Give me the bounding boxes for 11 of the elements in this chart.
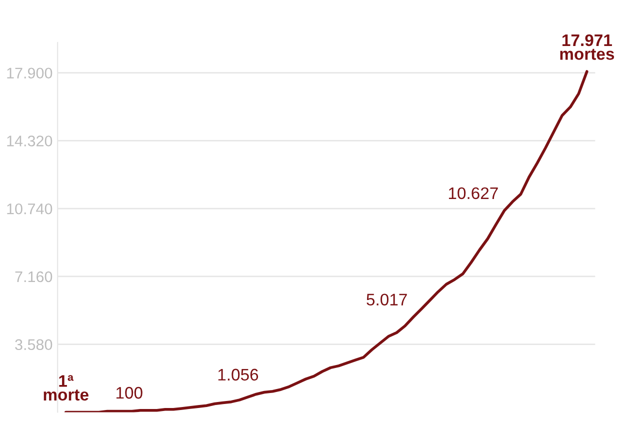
y-tick-label: 14.320 xyxy=(7,136,52,146)
data-label: 10.627 xyxy=(448,187,498,200)
y-tick-label: 17.900 xyxy=(7,68,52,79)
data-label: 5.017 xyxy=(366,294,407,306)
data-label: 1.056 xyxy=(218,368,258,381)
y-tick-label: 10.740 xyxy=(7,203,52,214)
data-label: 1ª morte xyxy=(44,375,88,401)
y-tick-label: 7.160 xyxy=(15,271,52,282)
y-tick-label: 3.580 xyxy=(15,339,52,350)
data-label: 100 xyxy=(116,386,142,399)
data-label: 17.971 mortes xyxy=(560,34,614,60)
